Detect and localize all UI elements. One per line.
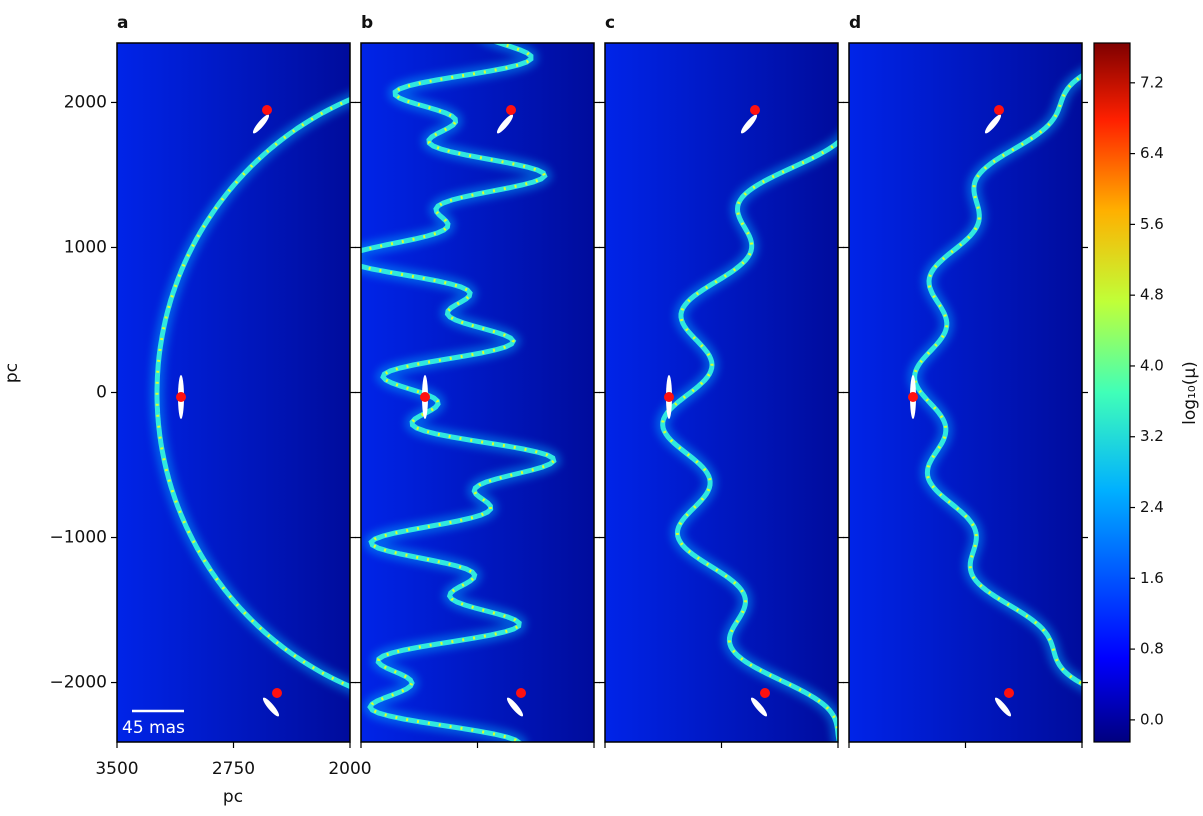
source-position bbox=[908, 392, 918, 402]
y-tick-label: −1000 bbox=[49, 528, 107, 548]
colorbar-tick-label: 4.0 bbox=[1140, 356, 1164, 374]
source-position bbox=[506, 105, 516, 115]
caustic bbox=[154, 96, 350, 690]
caustic-core bbox=[361, 43, 556, 742]
lensed-image bbox=[740, 114, 758, 134]
source-position bbox=[262, 105, 272, 115]
source-position bbox=[994, 105, 1004, 115]
x-axis-label: pc bbox=[223, 787, 243, 807]
source-position bbox=[1004, 688, 1014, 698]
source-position bbox=[420, 392, 430, 402]
y-tick-label: 0 bbox=[96, 383, 107, 403]
panel-background bbox=[605, 43, 838, 742]
colorbar-tick-label: 5.6 bbox=[1140, 215, 1164, 233]
source-position bbox=[760, 688, 770, 698]
colorbar-tick-label: 2.4 bbox=[1140, 498, 1164, 516]
caustic-core bbox=[913, 74, 1082, 686]
panel: a 3500 2750 2000 2000 1000 0 −1000 −2000 45 mas bbox=[49, 13, 371, 779]
lensed-image bbox=[506, 697, 524, 717]
caustic bbox=[660, 139, 838, 742]
lensed-image bbox=[994, 697, 1012, 717]
source-position bbox=[516, 688, 526, 698]
colorbar-tick-label: 4.8 bbox=[1140, 286, 1164, 304]
colorbar-tick-label: 0.0 bbox=[1140, 710, 1164, 728]
x-tick-label: 2000 bbox=[328, 759, 371, 779]
panel-image bbox=[361, 43, 562, 742]
scale-bar-label: 45 mas bbox=[122, 718, 185, 738]
panel-image bbox=[150, 91, 350, 717]
panel-image bbox=[655, 105, 838, 742]
lensed-image bbox=[496, 114, 514, 134]
colorbar-tick-label: 0.8 bbox=[1140, 640, 1164, 658]
lensed-image bbox=[252, 114, 270, 134]
y-axis-label: pc bbox=[2, 363, 22, 383]
lensed-image bbox=[984, 114, 1002, 134]
source-position bbox=[272, 688, 282, 698]
x-tick-label: 2750 bbox=[212, 759, 255, 779]
colorbar bbox=[1093, 42, 1131, 743]
panel: d bbox=[843, 13, 1088, 748]
source-position bbox=[176, 392, 186, 402]
y-tick-label: −2000 bbox=[49, 673, 107, 693]
x-tick-label: 3500 bbox=[95, 759, 138, 779]
lensed-image bbox=[262, 697, 280, 717]
source-position bbox=[750, 105, 760, 115]
panel-label: d bbox=[849, 13, 861, 33]
panel: c bbox=[599, 13, 844, 748]
colorbar-tick-label: 1.6 bbox=[1140, 569, 1164, 587]
colorbar-label: log₁₀(μ) bbox=[1180, 361, 1200, 425]
colorbar-tick-label: 3.2 bbox=[1140, 427, 1164, 445]
panel: b bbox=[355, 13, 600, 748]
lensed-image bbox=[750, 697, 768, 717]
y-tick-label: 2000 bbox=[64, 92, 107, 112]
panel-label: a bbox=[117, 13, 128, 33]
colorbar-tick-label: 7.2 bbox=[1140, 73, 1164, 91]
colorbar-tick-label: 6.4 bbox=[1140, 144, 1164, 162]
panel-label: c bbox=[605, 13, 615, 33]
panel-label: b bbox=[361, 13, 373, 33]
source-position bbox=[664, 392, 674, 402]
panel-image bbox=[907, 67, 1082, 717]
y-tick-label: 1000 bbox=[64, 237, 107, 257]
